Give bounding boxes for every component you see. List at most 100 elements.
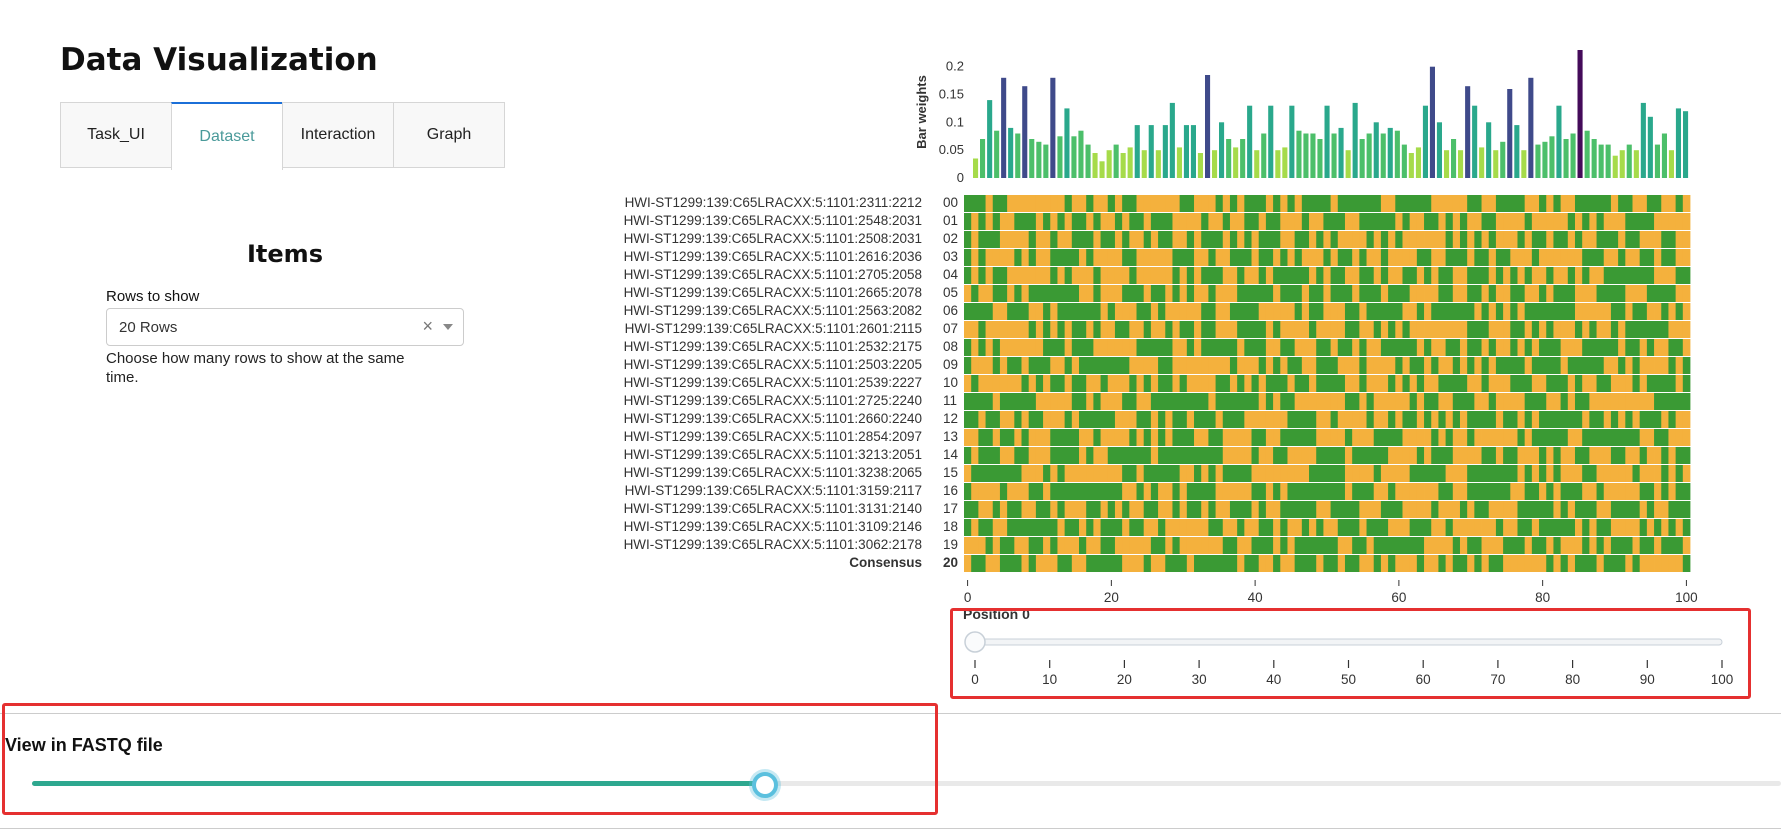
base-cell	[1539, 339, 1547, 356]
position-tick-label: 50	[1341, 672, 1356, 687]
base-cell	[1114, 447, 1123, 464]
base-cell	[1416, 213, 1425, 230]
base-cell	[1208, 555, 1216, 572]
chevron-down-icon[interactable]	[443, 324, 453, 330]
base-cell	[1330, 555, 1339, 572]
base-cell	[1431, 339, 1439, 356]
base-cell	[1122, 285, 1130, 302]
base-cell	[1445, 465, 1454, 482]
base-cell	[1093, 519, 1101, 536]
base-cell	[1603, 393, 1612, 410]
base-cell	[1014, 501, 1022, 518]
fastq-slider-rail[interactable]	[32, 781, 1781, 786]
base-cell	[1610, 285, 1619, 302]
tab-interaction[interactable]: Interaction	[282, 102, 394, 168]
base-cell	[999, 357, 1008, 374]
base-cell	[1323, 465, 1331, 482]
base-cell	[1316, 267, 1324, 284]
base-cell	[1258, 483, 1267, 500]
base-cell	[1287, 195, 1296, 212]
base-cell	[1495, 249, 1504, 266]
base-cell	[999, 483, 1008, 500]
bar-weight-bar	[1394, 130, 1400, 178]
bar-weight-bar	[1408, 153, 1414, 178]
base-cell	[1481, 285, 1490, 302]
rows-dropdown[interactable]: 20 Rows ×	[106, 308, 464, 346]
base-cell	[1158, 231, 1166, 248]
base-cell	[1287, 339, 1296, 356]
base-cell	[1186, 249, 1195, 266]
base-cell	[1510, 411, 1518, 428]
fastq-slider-handle[interactable]	[752, 772, 778, 798]
base-cell	[1495, 357, 1504, 374]
base-cell	[1208, 339, 1216, 356]
base-cell	[1654, 249, 1662, 266]
base-cell	[1610, 483, 1619, 500]
base-cell	[1654, 339, 1662, 356]
base-cell	[1467, 375, 1475, 392]
base-cell	[1251, 249, 1260, 266]
base-cell	[1337, 483, 1346, 500]
base-cell	[1517, 357, 1526, 374]
bar-weight-bar	[1029, 139, 1035, 178]
base-cell	[1416, 285, 1425, 302]
base-cell	[1301, 519, 1310, 536]
base-cell	[1194, 375, 1202, 392]
base-cell	[1007, 375, 1015, 392]
base-cell	[1222, 411, 1231, 428]
position-slider-highlight	[950, 608, 1751, 699]
tab-graph[interactable]: Graph	[393, 102, 505, 168]
base-cell	[1021, 411, 1030, 428]
base-cell	[1675, 393, 1684, 410]
base-cell	[1352, 411, 1360, 428]
base-cell	[1179, 357, 1188, 374]
fastq-slider-track[interactable]	[32, 781, 762, 786]
base-cell	[1222, 285, 1231, 302]
base-cell	[971, 393, 979, 410]
base-cell	[1596, 519, 1605, 536]
base-cell	[1531, 429, 1540, 446]
bar-weight-bar	[1556, 105, 1562, 178]
base-cell	[992, 393, 1001, 410]
base-cell	[1567, 483, 1576, 500]
base-cell	[1539, 321, 1547, 338]
base-cell	[1380, 249, 1389, 266]
base-cell	[1675, 321, 1684, 338]
base-cell	[1086, 267, 1094, 284]
base-cell	[1567, 555, 1576, 572]
base-cell	[1344, 465, 1353, 482]
base-cell	[1596, 447, 1605, 464]
base-cell	[1675, 483, 1684, 500]
base-cell	[1215, 411, 1224, 428]
base-cell	[985, 519, 994, 536]
base-cell	[1114, 537, 1123, 554]
base-cell	[1373, 303, 1382, 320]
base-cell	[1380, 195, 1389, 212]
bar-weight-bar	[1535, 144, 1541, 178]
bar-weight-bar	[1451, 139, 1457, 178]
base-cell	[1064, 375, 1073, 392]
base-cell	[1007, 267, 1015, 284]
base-cell	[1452, 501, 1461, 518]
base-cell	[1057, 231, 1066, 248]
base-cell	[1079, 483, 1087, 500]
tab-task-ui[interactable]: Task_UI	[60, 102, 172, 168]
base-cell	[1582, 429, 1590, 446]
base-cell	[1186, 375, 1195, 392]
clear-icon[interactable]: ×	[422, 316, 433, 336]
base-cell	[1136, 231, 1145, 248]
base-cell	[1050, 393, 1058, 410]
base-cell	[1546, 213, 1554, 230]
base-cell	[1194, 285, 1202, 302]
base-cell	[1194, 465, 1202, 482]
base-cell	[1043, 231, 1051, 248]
base-cell	[1043, 213, 1051, 230]
base-cell	[1459, 447, 1468, 464]
base-cell	[1409, 231, 1418, 248]
base-cell	[1481, 303, 1490, 320]
base-cell	[1416, 483, 1425, 500]
base-cell	[1244, 339, 1252, 356]
base-cell	[1539, 393, 1547, 410]
read-label: HWI-ST1299:139:C65LRACXX:5:1101:2616:203…	[624, 249, 922, 264]
position-slider-handle[interactable]	[964, 631, 986, 653]
